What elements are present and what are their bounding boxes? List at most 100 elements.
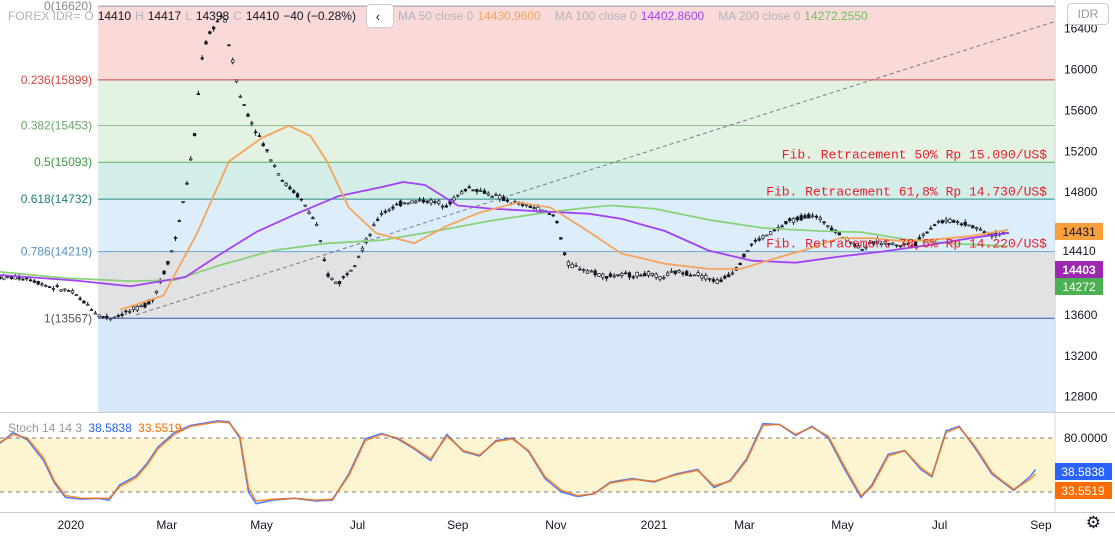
- price-tick-label: 13200: [1064, 349, 1098, 363]
- fib-zone: [98, 6, 1056, 80]
- currency-button[interactable]: IDR: [1067, 3, 1109, 25]
- candle-body: [303, 204, 307, 207]
- candle-body: [604, 276, 609, 279]
- candle-body: [25, 277, 29, 280]
- candle-body: [295, 193, 300, 198]
- symbol-name[interactable]: FOREX IDR=: [8, 9, 81, 23]
- gear-icon[interactable]: ⚙: [1085, 513, 1101, 532]
- candle-body: [200, 57, 204, 60]
- open-label: O: [84, 9, 94, 23]
- candle-body: [360, 247, 365, 251]
- candle-body: [715, 279, 719, 284]
- candle-body: [47, 286, 52, 289]
- time-tick-label: 2021: [641, 518, 668, 532]
- candle-body: [864, 246, 868, 249]
- price-tick-label: 13600: [1064, 308, 1098, 322]
- candle-body: [89, 309, 94, 312]
- candle-body: [593, 270, 597, 276]
- chevron-left-icon: ‹: [375, 8, 381, 24]
- candle-body: [791, 218, 796, 223]
- fib-level-label: 0.5(15093): [34, 155, 92, 169]
- close-value: 14410: [245, 9, 280, 23]
- candle-body: [345, 273, 349, 276]
- candle-body: [566, 261, 571, 266]
- stoch-k-value: 38.5838: [88, 421, 132, 435]
- candle-body: [204, 41, 208, 45]
- candle-body: [269, 159, 273, 162]
- price-tick-label: 15600: [1064, 103, 1098, 117]
- ma50-label[interactable]: MA 50 close 0: [397, 9, 474, 23]
- candle-body: [181, 201, 185, 203]
- ma100-label[interactable]: MA 100 close 0: [554, 9, 637, 23]
- candle-body: [814, 215, 819, 218]
- candle-body: [429, 199, 433, 204]
- candle-body: [261, 143, 265, 147]
- candle-body: [795, 216, 799, 221]
- candle-body: [372, 224, 376, 227]
- ma200-label[interactable]: MA 200 close 0: [718, 9, 801, 23]
- ma100-line: [0, 181, 1009, 288]
- candle-body: [322, 259, 326, 261]
- candle-body: [646, 271, 651, 276]
- candle-body: [349, 269, 353, 272]
- time-tick-label: Mar: [734, 518, 755, 532]
- fib-zone: [98, 251, 1056, 319]
- price-tick-label: 16400: [1064, 22, 1098, 36]
- fib-annotation: Fib. Retracement 61,8% Rp 14.730/US$: [766, 184, 1047, 199]
- fib-level-label: 0.618(14732): [21, 192, 92, 206]
- candle-body: [738, 262, 742, 266]
- candle-body: [673, 270, 677, 274]
- candle-body: [768, 231, 773, 235]
- candle-body: [265, 149, 269, 152]
- high-label: H: [135, 9, 144, 23]
- candle-body: [967, 224, 971, 227]
- time-tick-label: Sep: [1030, 518, 1052, 532]
- candle-body: [70, 290, 75, 294]
- candle-body: [788, 218, 792, 221]
- stoch-label[interactable]: Stoch 14 14 3: [8, 421, 83, 435]
- candle-body: [978, 228, 983, 231]
- candle-body: [120, 313, 124, 316]
- fib-zone: [98, 199, 1056, 252]
- candle-body: [856, 245, 861, 249]
- change-value: −40 (−0.28%): [283, 9, 356, 23]
- collapse-legend-button[interactable]: ‹: [365, 4, 394, 28]
- candle-body: [208, 31, 212, 34]
- price-tick-label: 12800: [1064, 390, 1098, 404]
- candle-body: [475, 189, 479, 192]
- candle-body: [353, 265, 357, 268]
- candle-body: [326, 273, 330, 277]
- candle-body: [425, 200, 429, 203]
- candle-body: [601, 273, 605, 278]
- candle-body: [166, 260, 170, 265]
- candle-body: [105, 315, 109, 319]
- stoch-band: [0, 438, 1055, 492]
- candle-body: [753, 239, 758, 242]
- candle-body: [952, 220, 956, 223]
- candle-body: [78, 297, 82, 300]
- candle-body: [921, 233, 925, 236]
- candle-body: [620, 273, 624, 276]
- candle-body: [273, 165, 277, 167]
- high-value: 14417: [147, 9, 182, 23]
- candle-body: [402, 202, 407, 205]
- candle-body: [406, 202, 410, 205]
- price-badge-label: 14431: [1062, 225, 1096, 239]
- candle-body: [749, 243, 754, 246]
- time-tick-label: Nov: [545, 518, 566, 532]
- candle-body: [437, 200, 441, 204]
- price-badge-label: 14272: [1062, 280, 1096, 294]
- candle-body: [746, 250, 750, 253]
- candle-body: [391, 206, 395, 209]
- candle-body: [154, 290, 159, 293]
- time-tick-label: May: [831, 518, 854, 532]
- candle-body: [173, 237, 178, 239]
- candle-body: [570, 263, 574, 269]
- candle-body: [868, 241, 872, 244]
- candle-body: [219, 15, 223, 18]
- candle-body: [463, 188, 468, 192]
- candle-body: [40, 283, 44, 286]
- candle-body: [452, 197, 456, 201]
- candle-body: [719, 279, 723, 283]
